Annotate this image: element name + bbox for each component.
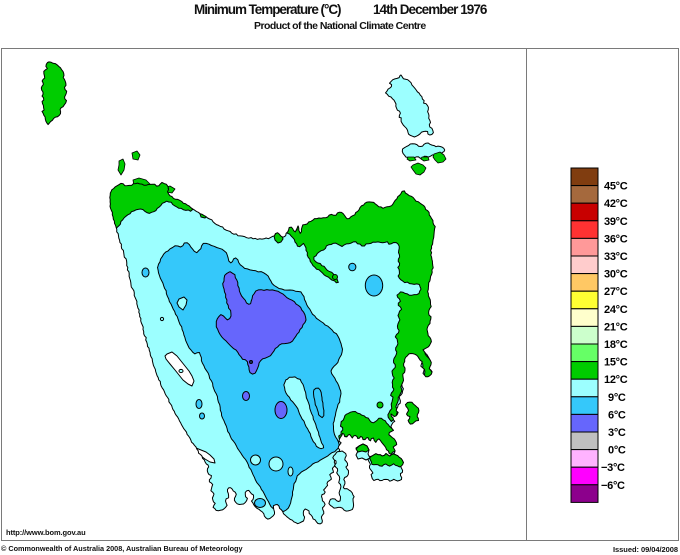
svg-text:21°C: 21°C <box>604 321 628 333</box>
svg-text:27°C: 27°C <box>604 286 628 298</box>
svg-text:6°C: 6°C <box>608 409 626 421</box>
svg-text:36°C: 36°C <box>604 233 628 245</box>
svg-text:−6°C: −6°C <box>601 480 625 492</box>
svg-text:12°C: 12°C <box>604 374 628 386</box>
svg-text:33°C: 33°C <box>604 251 628 263</box>
svg-text:0°C: 0°C <box>608 445 626 457</box>
svg-text:24°C: 24°C <box>604 304 628 316</box>
svg-text:45°C: 45°C <box>604 181 628 193</box>
svg-text:9°C: 9°C <box>608 392 626 404</box>
svg-text:39°C: 39°C <box>604 216 628 228</box>
svg-text:42°C: 42°C <box>604 198 628 210</box>
svg-text:18°C: 18°C <box>604 339 628 351</box>
svg-text:30°C: 30°C <box>604 269 628 281</box>
svg-text:−3°C: −3°C <box>601 462 625 474</box>
svg-text:15°C: 15°C <box>604 357 628 369</box>
svg-text:3°C: 3°C <box>608 427 626 439</box>
